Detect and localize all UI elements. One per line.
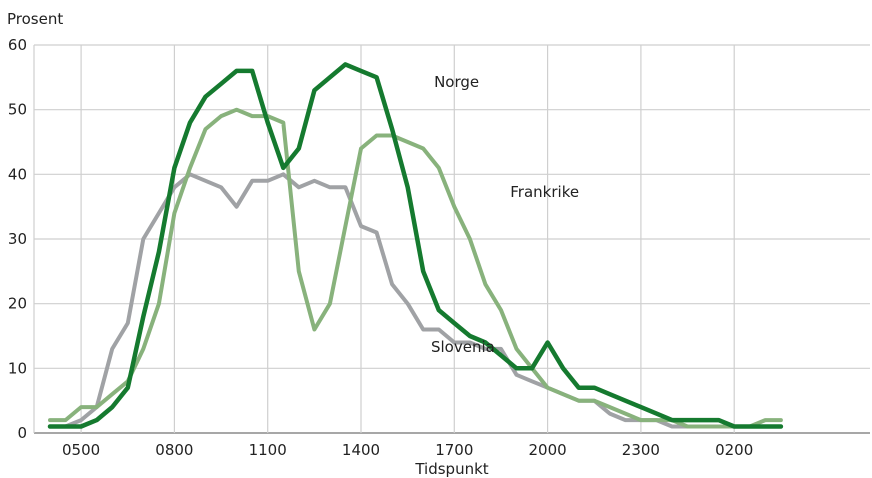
series-label-slovenia: Slovenia — [431, 338, 495, 356]
x-tick-label: 1700 — [435, 441, 473, 459]
x-tick-label: 0800 — [155, 441, 193, 459]
y-tick-label: 10 — [8, 359, 27, 377]
x-tick-label: 1400 — [342, 441, 380, 459]
axis-ticks: 0 10 20 30 40 50 60 0500 0800 1100 1400 1700 2000 230… — [8, 36, 753, 459]
grid — [33, 44, 870, 434]
series-label-frankrike: Frankrike — [510, 183, 579, 201]
y-tick-label: 60 — [8, 36, 27, 54]
series-lines — [47, 62, 784, 429]
y-tick-label: 0 — [17, 424, 27, 442]
series-labels: Slovenia Frankrike Norge — [431, 73, 579, 356]
x-tick-label: 0200 — [715, 441, 753, 459]
y-tick-label: 40 — [8, 165, 27, 183]
series-line-norge — [47, 62, 784, 429]
y-tick-label: 50 — [8, 101, 27, 119]
x-tick-label: 0500 — [62, 441, 100, 459]
y-tick-label: 20 — [8, 295, 27, 313]
series-line-frankrike — [48, 107, 783, 429]
series-label-norge: Norge — [434, 73, 479, 91]
x-tick-label: 2300 — [622, 441, 660, 459]
x-tick-label: 2000 — [529, 441, 567, 459]
y-axis-label: Prosent — [7, 10, 63, 28]
x-axis-label: Tidspunkt — [414, 460, 488, 478]
y-tick-label: 30 — [8, 230, 27, 248]
x-tick-label: 1100 — [249, 441, 287, 459]
